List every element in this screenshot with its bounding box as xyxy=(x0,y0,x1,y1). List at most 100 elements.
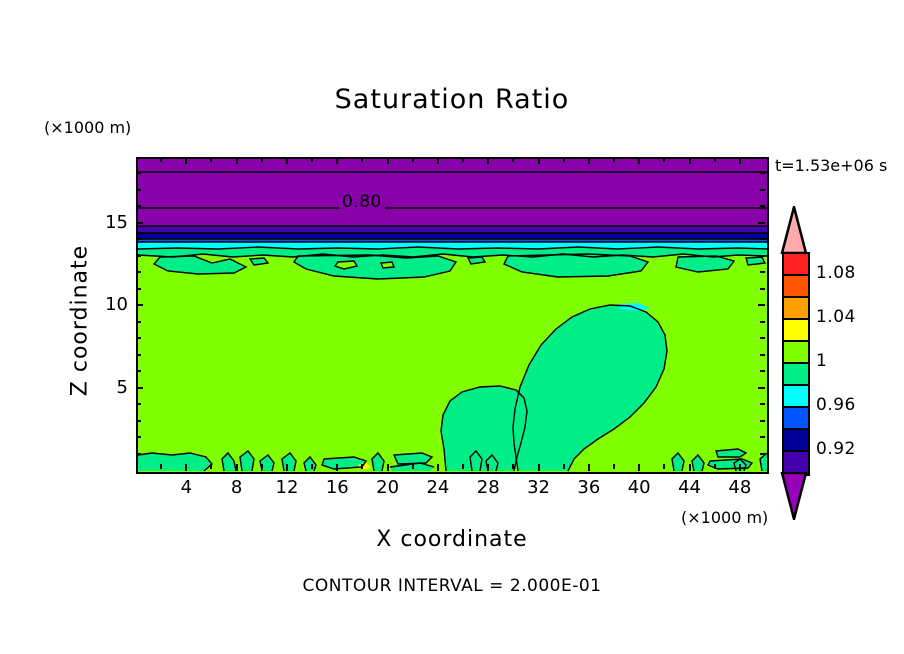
y-axis-minor-tick xyxy=(136,419,141,422)
colorbar-band xyxy=(784,364,808,386)
y-axis-minor-tick xyxy=(136,254,141,257)
x-axis-tick-label: 8 xyxy=(230,477,243,498)
x-axis-tick xyxy=(587,464,590,471)
x-axis-minor-tick xyxy=(160,157,163,162)
x-axis-minor-tick xyxy=(160,464,163,469)
x-axis-tick xyxy=(638,464,641,471)
y-axis-minor-tick xyxy=(136,337,141,340)
x-axis-minor-tick xyxy=(361,464,364,469)
x-axis-tick xyxy=(738,157,741,164)
x-axis-minor-tick xyxy=(462,464,465,469)
x-axis-unit-label: (×1000 m) xyxy=(681,508,769,527)
y-axis-minor-tick xyxy=(136,271,141,274)
y-axis-minor-tick xyxy=(136,188,141,191)
y-axis-tick-label: 10 xyxy=(105,294,128,316)
x-axis-tick-label: 44 xyxy=(678,477,701,498)
contour-plot-area xyxy=(136,157,769,474)
y-axis-minor-tick xyxy=(760,452,765,455)
x-axis-tick xyxy=(638,157,641,164)
colorbar-band xyxy=(784,408,808,430)
contour-interval-note: CONTOUR INTERVAL = 2.000E-01 xyxy=(302,576,602,596)
colorbar-tick-label: 1.08 xyxy=(816,263,856,283)
x-axis-minor-tick xyxy=(613,464,616,469)
x-axis-tick xyxy=(185,157,188,164)
x-axis-minor-tick xyxy=(663,464,666,469)
y-axis-tick xyxy=(758,221,765,224)
x-axis-tick-label: 32 xyxy=(527,477,550,498)
y-axis-minor-tick xyxy=(760,320,765,323)
y-axis-tick xyxy=(136,304,143,307)
x-axis-tick xyxy=(436,464,439,471)
y-axis-tick xyxy=(758,304,765,307)
y-axis-tick xyxy=(758,386,765,389)
x-axis-tick-label: 16 xyxy=(325,477,349,498)
colorbar-tick-label: 0.96 xyxy=(816,395,856,415)
x-axis-tick xyxy=(537,464,540,471)
x-axis-tick-label: 40 xyxy=(627,477,651,498)
colorbar-under-arrow xyxy=(780,472,808,520)
colorbar-tick-label: 0.92 xyxy=(816,439,856,459)
y-axis-unit-label: (×1000 m) xyxy=(44,118,132,137)
x-axis-minor-tick xyxy=(512,464,515,469)
x-axis-tick xyxy=(285,157,288,164)
x-axis-minor-tick xyxy=(260,464,263,469)
y-axis-minor-tick xyxy=(760,353,765,356)
x-axis-tick xyxy=(235,464,238,471)
colorbar[interactable] xyxy=(782,252,810,476)
y-axis-minor-tick xyxy=(136,403,141,406)
colorbar-band xyxy=(784,386,808,408)
time-annotation: t=1.53e+06 s xyxy=(775,156,888,175)
y-axis-minor-tick xyxy=(136,370,141,373)
colorbar-tick-label: 1.04 xyxy=(816,307,856,327)
x-axis-tick-label: 28 xyxy=(476,477,500,498)
x-axis-minor-tick xyxy=(260,157,263,162)
y-axis-minor-tick xyxy=(760,419,765,422)
x-axis-tick xyxy=(537,157,540,164)
colorbar-band xyxy=(784,298,808,320)
y-axis-minor-tick xyxy=(136,172,141,175)
y-axis-minor-tick xyxy=(136,320,141,323)
x-axis-minor-tick xyxy=(462,157,465,162)
colorbar-band xyxy=(784,276,808,298)
y-axis-minor-tick xyxy=(136,205,141,208)
y-axis-minor-tick xyxy=(760,205,765,208)
x-axis-tick-label: 36 xyxy=(577,477,601,498)
x-axis-minor-tick xyxy=(411,464,414,469)
x-axis-tick xyxy=(336,464,339,471)
contour-field xyxy=(138,159,767,472)
colorbar-band xyxy=(784,452,808,474)
x-axis-tick-label: 20 xyxy=(376,477,400,498)
x-axis-minor-tick xyxy=(210,157,213,162)
colorbar-band xyxy=(784,320,808,342)
x-axis-tick xyxy=(738,464,741,471)
y-axis-minor-tick xyxy=(136,238,141,241)
x-axis-tick-label: 24 xyxy=(426,477,450,498)
x-axis-tick-label: 48 xyxy=(728,477,752,498)
x-axis-tick xyxy=(386,464,389,471)
x-axis-tick xyxy=(336,157,339,164)
x-axis-minor-tick xyxy=(713,464,716,469)
colorbar-band xyxy=(784,342,808,364)
x-axis-minor-tick xyxy=(562,157,565,162)
colorbar-band xyxy=(784,254,808,276)
x-axis-minor-tick xyxy=(562,464,565,469)
x-axis-tick xyxy=(688,157,691,164)
y-axis-minor-tick xyxy=(760,254,765,257)
colorbar-over-arrow xyxy=(780,206,808,254)
x-axis-tick xyxy=(688,464,691,471)
x-axis-minor-tick xyxy=(311,157,314,162)
x-axis-minor-tick xyxy=(411,157,414,162)
x-axis-tick-label: 4 xyxy=(180,477,193,498)
contour-line-label: 0.80 xyxy=(339,192,385,212)
x-axis-minor-tick xyxy=(311,464,314,469)
x-axis-minor-tick xyxy=(663,157,666,162)
x-axis-title: X coordinate xyxy=(376,527,528,552)
y-axis-minor-tick xyxy=(760,287,765,290)
x-axis-minor-tick xyxy=(613,157,616,162)
x-axis-tick-label: 12 xyxy=(275,477,299,498)
y-axis-tick-label: 5 xyxy=(116,376,128,398)
y-axis-minor-tick xyxy=(760,188,765,191)
y-axis-minor-tick xyxy=(760,271,765,274)
y-axis-tick-label: 15 xyxy=(105,211,128,233)
y-axis-tick xyxy=(136,386,143,389)
